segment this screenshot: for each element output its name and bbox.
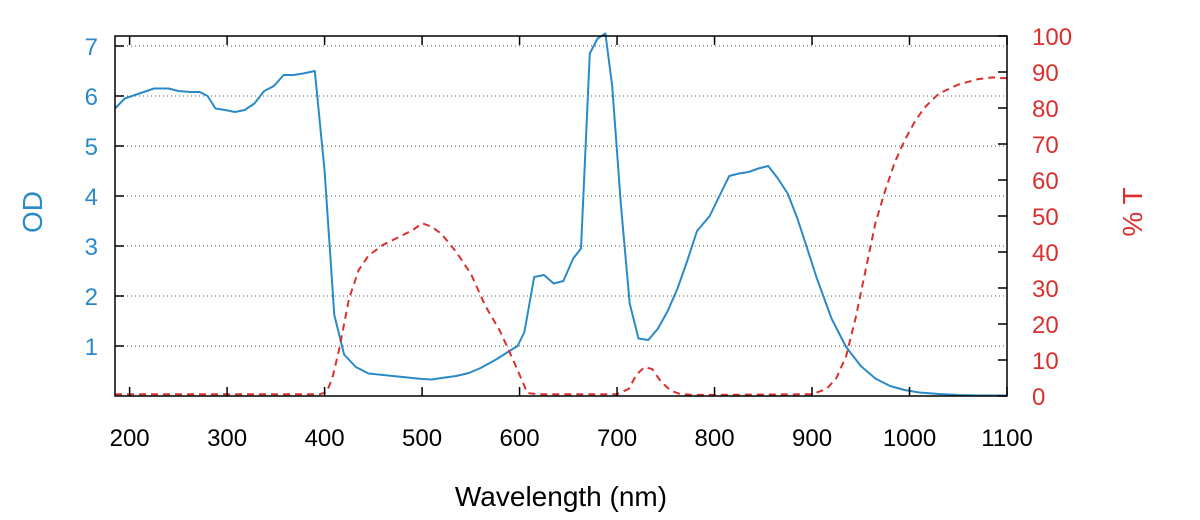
x-tick-label: 1100 xyxy=(981,425,1033,452)
y2-tick-label: 80 xyxy=(1032,96,1059,123)
x-tick-label: 200 xyxy=(110,425,150,452)
plot-frame xyxy=(114,35,1008,397)
y2-tick-label: 10 xyxy=(1032,348,1059,375)
y-tick-label: 2 xyxy=(85,284,98,311)
y2-tick-label: 70 xyxy=(1032,132,1059,159)
y2-tick-label: 40 xyxy=(1032,240,1059,267)
x-tick-label: 300 xyxy=(207,425,247,452)
y2-tick-label: 90 xyxy=(1032,60,1059,87)
series-line-transmission xyxy=(115,76,1007,396)
x-tick-label: 800 xyxy=(695,425,735,452)
x-tick-label: 900 xyxy=(792,425,832,452)
y-tick-label: 3 xyxy=(85,234,98,261)
y-tick-label: 1 xyxy=(85,334,98,361)
y2-tick-label: 60 xyxy=(1032,168,1059,195)
x-tick-label: 500 xyxy=(402,425,442,452)
grid-layer xyxy=(115,45,1007,347)
y2-axis-title: % T xyxy=(1117,187,1148,236)
y2-tick-label: 20 xyxy=(1032,312,1059,339)
x-tick-label: 600 xyxy=(500,425,540,452)
x-axis-title: Wavelength (nm) xyxy=(455,481,667,512)
y2-tick-label: 50 xyxy=(1032,204,1059,231)
y-tick-label: 6 xyxy=(85,84,98,111)
y2-tick-label: 30 xyxy=(1032,276,1059,303)
series-layer xyxy=(114,32,1007,397)
y-tick-label: 5 xyxy=(85,134,98,161)
x-tick-label: 1000 xyxy=(883,425,936,452)
series-line-od xyxy=(114,32,1007,397)
y-axis-title: OD xyxy=(17,191,48,233)
y2-tick-label: 100 xyxy=(1032,24,1072,51)
x-tick-label: 400 xyxy=(305,425,345,452)
y2-tick-label: 0 xyxy=(1032,384,1045,411)
x-tick-label: 700 xyxy=(597,425,637,452)
y-tick-label: 4 xyxy=(85,184,98,211)
y-tick-label: 7 xyxy=(85,34,98,61)
